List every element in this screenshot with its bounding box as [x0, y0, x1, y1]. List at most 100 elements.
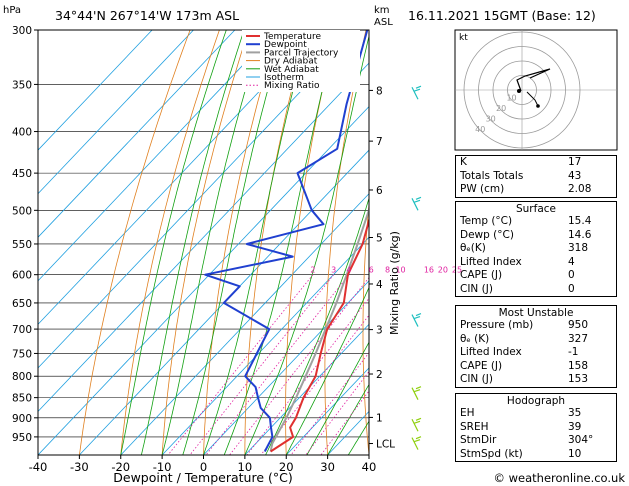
isotherm-line: [38, 105, 369, 455]
temperature-tick-label: -20: [111, 460, 130, 474]
legend-entry: Isotherm: [264, 73, 304, 83]
mixing-ratio-line: [205, 274, 350, 455]
dry-adiabat-line: [203, 30, 279, 455]
wind-barb: [411, 436, 422, 450]
table-row: Lifted Index -1: [460, 346, 579, 358]
legend-entry: Dry Adiabat: [264, 57, 318, 67]
table-row: Totals Totals 43: [460, 169, 582, 182]
height-axis: 8 7 6 5 4 3 2 1 LCL: [369, 85, 395, 451]
most-unstable-table: Most Unstable Pressure (mb) 950 θₑ (K) 327…: [455, 305, 617, 388]
isotherm-line: [285, 367, 369, 455]
height-unit-asl: ASL: [374, 17, 393, 28]
wind-barb: [411, 196, 422, 211]
wind-barb: [411, 313, 422, 327]
table-row: Pressure (mb) 950: [460, 319, 589, 331]
dry-adiabat-line: [324, 30, 367, 455]
temperature-tick-label: -10: [153, 460, 172, 474]
legend-entry: Dewpoint: [264, 40, 307, 50]
mixing-ratio-line: [246, 297, 369, 455]
hodograph-title: Hodograph: [506, 395, 566, 407]
isotherm-line: [38, 30, 277, 282]
mixing-ratio-label: 10: [395, 266, 405, 275]
hodograph-ring-label: 20: [496, 104, 506, 113]
mixing-ratio-label: 4: [346, 266, 351, 275]
location-label: 34°44'N 267°14'W 173m ASL: [55, 8, 239, 23]
table-row: StmSpd (kt) 10: [460, 447, 582, 460]
pressure-tick-label: 600: [12, 270, 32, 282]
hodograph-table: Hodograph EH 35 SREH 39 StmDir 304° StmSpd …: [455, 393, 617, 462]
isotherm-line: [120, 193, 369, 455]
wind-barb: [411, 386, 422, 400]
legend-entry: Mixing Ratio: [264, 81, 320, 91]
indices-table: K 17 Totals Totals 43 PW (cm) 2.08: [455, 155, 617, 198]
mixing-ratio-label: 20: [438, 266, 448, 275]
legend-entry: Parcel Trajectory: [264, 48, 339, 58]
isotherm-line: [38, 62, 369, 413]
wind-barbs: [411, 85, 422, 450]
mixing-ratio-line: [167, 274, 314, 455]
height-tick-label: 7: [376, 136, 383, 148]
dry-adiabat-line: [244, 30, 308, 455]
table-row: Dewp (°C) 14.6: [460, 228, 592, 241]
table-row: θₑ (K) 327: [460, 332, 589, 345]
most-unstable-title: Most Unstable: [498, 307, 574, 319]
pressure-tick-label: 300: [12, 25, 32, 37]
surface-table: Surface Temp (°C) 15.4 Dewp (°C) 14.6 θₑ(K…: [455, 201, 617, 297]
temperature-tick-label: -30: [70, 460, 89, 474]
table-row: CAPE (J) 0: [460, 269, 575, 281]
temperature-axis: -40 -30 -20 -10 0 10 20 30 40: [29, 455, 376, 474]
table-row: CIN (J) 0: [460, 282, 575, 295]
mixing-ratio-labels: 2 3 4 6 8 10 16 20 25: [310, 266, 462, 275]
dry-adiabat-line: [436, 30, 455, 455]
profile-lines: [204, 30, 369, 453]
pressure-tick-label: 900: [12, 413, 32, 425]
mixing-ratio-line: [189, 274, 335, 455]
storm-motion-point: [536, 104, 540, 108]
pressure-tick-label: 700: [12, 324, 32, 336]
datetime-label: 16.11.2021 15GMT (Base: 12): [408, 8, 596, 23]
table-row: CIN (J) 153: [460, 373, 589, 385]
x-axis-title: Dewpoint / Temperature (°C): [113, 470, 292, 485]
wet-adiabat-line: [265, 196, 369, 455]
table-row: θₑ(K) 318: [460, 242, 589, 254]
dewpoint-line: [204, 30, 369, 452]
pressure-tick-label: 550: [12, 239, 32, 251]
height-tick-label: 5: [376, 232, 383, 244]
background-lines: [38, 30, 455, 455]
wet-adiabat-line: [120, 30, 227, 455]
hodograph-ring-label: 30: [486, 114, 496, 123]
height-unit-km: km: [374, 5, 390, 16]
temperature-tick-label: 30: [320, 460, 335, 474]
pressure-tick-label: 750: [12, 348, 32, 360]
isotherm-line: [38, 30, 194, 195]
parcel-trajectory-line: [269, 206, 369, 452]
wet-adiabat-line: [327, 383, 369, 455]
pressure-tick-label: 450: [12, 168, 32, 180]
copyright-label: © weatheronline.co.uk: [493, 471, 625, 485]
isotherm-line: [38, 30, 236, 238]
pressure-tick-label: 400: [12, 127, 32, 139]
mixing-ratio-label: 6: [369, 266, 374, 275]
temperature-line: [270, 216, 369, 453]
pressure-unit-label: hPa: [3, 5, 21, 16]
surface-title: Surface: [515, 203, 556, 215]
dry-adiabat-line: [120, 30, 220, 455]
isotherm-line: [203, 280, 369, 455]
table-row: Temp (°C) 15.4: [460, 215, 592, 227]
mixing-ratio-axis-title: Mixing Ratio (g/kg): [388, 231, 401, 335]
height-tick-label: LCL: [376, 439, 395, 451]
pressure-tick-label: 650: [12, 298, 32, 310]
hodograph-point: [517, 89, 521, 93]
pressure-tick-label: 500: [12, 205, 32, 217]
pressure-tick-label: 800: [12, 371, 32, 383]
hodograph-ring-label: 10: [506, 93, 516, 102]
wet-adiabat-line: [182, 30, 286, 455]
pressure-axis: 300 350 400 450 500 550 600 650 700 750 800 850 900 9…: [12, 25, 38, 444]
dry-adiabat-line: [400, 30, 425, 455]
height-tick-label: 3: [376, 325, 383, 337]
temperature-tick-label: 0: [200, 460, 207, 474]
pressure-tick-label: 350: [12, 79, 32, 91]
storm-motion-vector: [526, 91, 539, 107]
